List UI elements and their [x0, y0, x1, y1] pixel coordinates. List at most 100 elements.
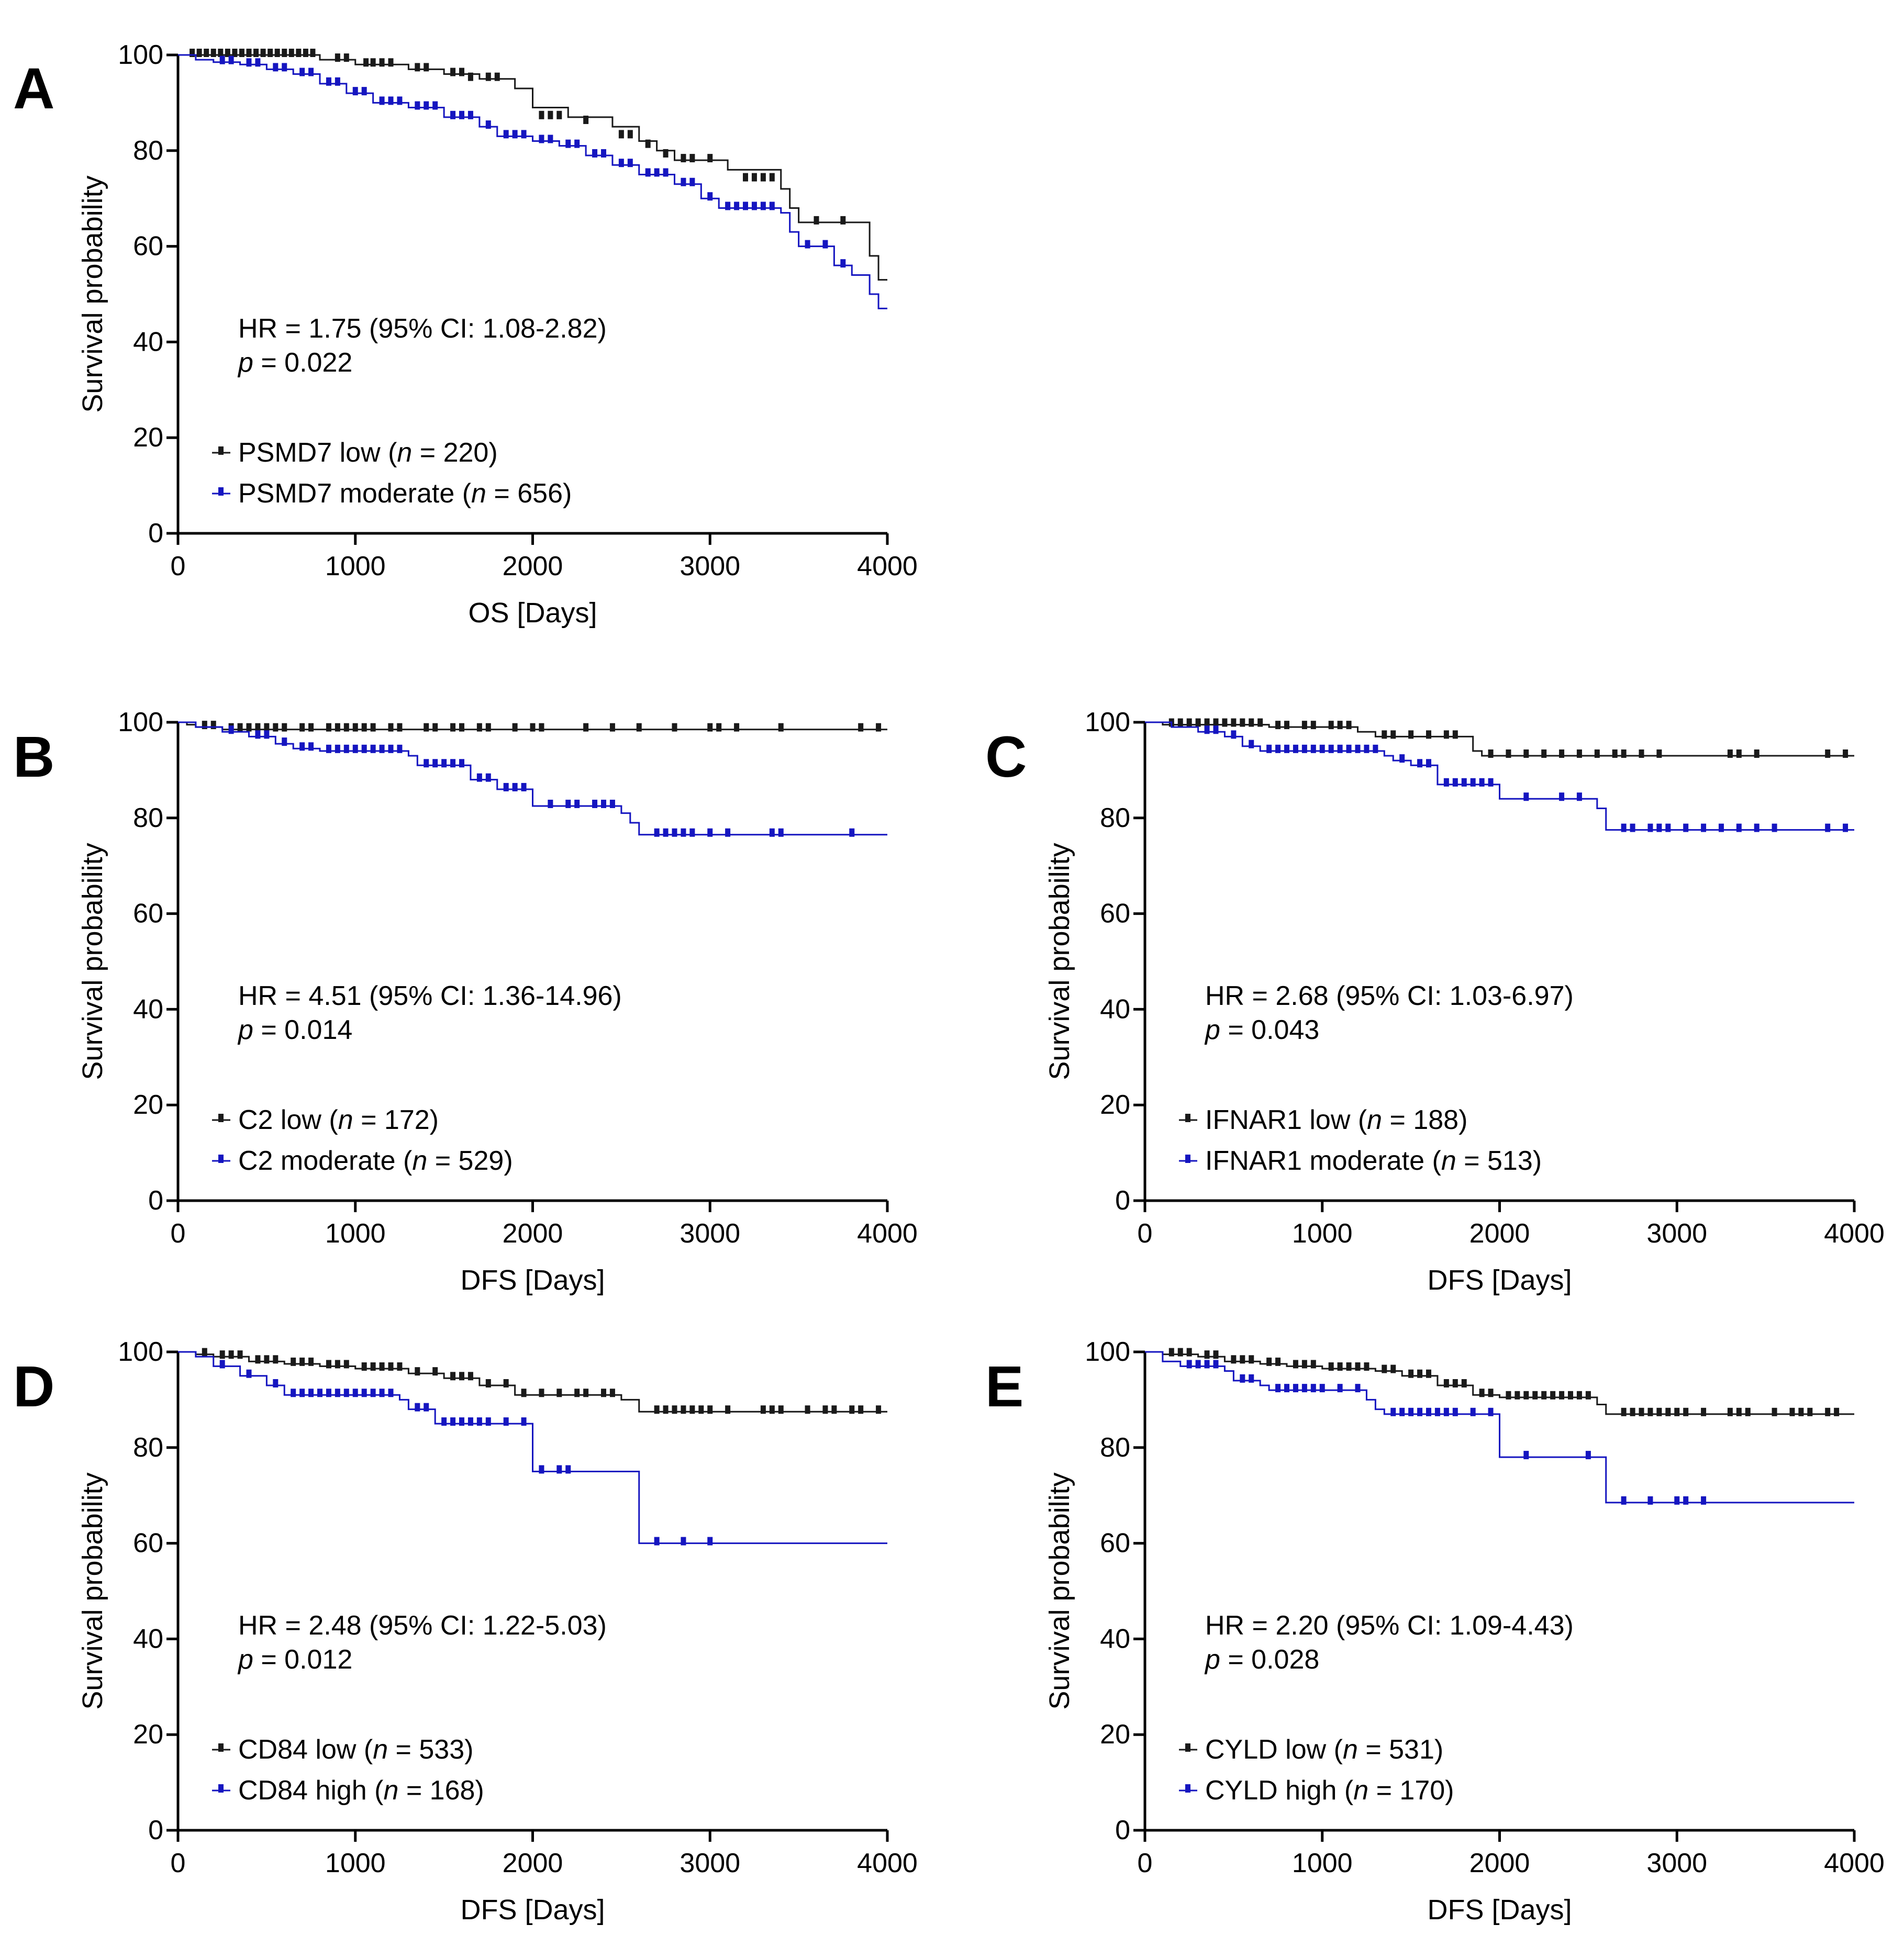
censor-mark: [1213, 1360, 1219, 1369]
y-tick-label: 20: [133, 422, 163, 453]
censor-mark: [415, 63, 420, 72]
censor-mark: [282, 63, 287, 72]
x-tick-label: 0: [1138, 1218, 1153, 1249]
censor-mark: [467, 110, 473, 119]
p-label: p: [1204, 1644, 1220, 1675]
censor-mark: [689, 154, 695, 163]
censor-mark: [246, 1369, 252, 1378]
censor-mark: [1168, 1348, 1174, 1357]
censor-mark: [1337, 1384, 1343, 1393]
legend-label: IFNAR1 moderate (n = 513): [1205, 1146, 1542, 1176]
censor-mark: [743, 202, 748, 210]
censor-mark: [291, 1357, 296, 1366]
censor-mark: [335, 77, 340, 86]
x-tick-label: 1000: [1292, 1848, 1353, 1878]
censor-mark: [1186, 1348, 1192, 1357]
x-tick-label: 4000: [1824, 1848, 1885, 1878]
censor-mark: [1328, 721, 1334, 730]
censor-mark: [751, 173, 757, 182]
censor-mark: [282, 737, 287, 746]
y-tick-label: 0: [148, 518, 163, 549]
legend-swatch-mark: [218, 446, 224, 455]
legend-swatch-mark: [218, 487, 224, 496]
censor-mark: [1195, 1360, 1201, 1369]
censor-mark: [716, 723, 722, 732]
censor-mark: [370, 1389, 376, 1397]
x-tick-label: 2000: [503, 551, 563, 581]
x-tick-label: 4000: [1824, 1218, 1885, 1249]
legend-label-n: n: [397, 438, 412, 468]
legend-item: CYLD low (n = 531): [1179, 1734, 1443, 1765]
censor-mark: [282, 49, 287, 57]
legend-label-n: n: [1353, 1775, 1368, 1806]
censor-mark: [1470, 1407, 1476, 1416]
censor-mark: [512, 723, 518, 732]
censor-mark: [1310, 1384, 1316, 1393]
censor-mark: [459, 1372, 464, 1381]
censor-mark: [1301, 721, 1307, 730]
censor-mark: [291, 1389, 296, 1397]
censor-mark: [219, 1350, 225, 1359]
censor-mark: [467, 1417, 473, 1426]
legend-label-n: n: [471, 478, 486, 509]
y-tick-label: 0: [1115, 1185, 1130, 1216]
x-tick-label: 1000: [325, 551, 386, 581]
legend-label: CD84 high (n = 168): [238, 1775, 484, 1806]
censor-mark: [1337, 1362, 1343, 1371]
censor-mark: [1186, 1360, 1192, 1369]
censor-mark: [1213, 1350, 1219, 1359]
legend-label-count: = 168): [398, 1775, 484, 1806]
censor-mark: [1488, 1407, 1494, 1416]
censor-mark: [663, 168, 669, 177]
censor-mark: [574, 799, 580, 808]
censor-mark: [388, 744, 394, 753]
censor-mark: [397, 1362, 403, 1371]
censor-mark: [654, 1537, 660, 1546]
x-tick-label: 0: [171, 1848, 186, 1878]
censor-mark: [681, 154, 686, 163]
y-tick-label: 100: [118, 1337, 163, 1367]
censor-mark: [681, 177, 686, 186]
censor-mark: [645, 168, 651, 177]
y-tick-label: 0: [148, 1815, 163, 1845]
censor-mark: [601, 799, 606, 808]
censor-mark: [352, 744, 358, 753]
p-value: = 0.012: [253, 1644, 352, 1675]
censor-mark: [1461, 778, 1467, 787]
censor-mark: [432, 1367, 438, 1376]
legend-label: PSMD7 moderate (n = 656): [238, 478, 572, 509]
censor-mark: [707, 723, 713, 732]
legend-swatch-mark: [1185, 1155, 1190, 1163]
censor-mark: [255, 723, 261, 732]
censor-mark: [1656, 749, 1662, 758]
legend-label-count: = 220): [412, 438, 497, 468]
censor-mark: [805, 1405, 810, 1414]
censor-mark: [476, 723, 482, 732]
censor-mark: [1373, 744, 1378, 753]
y-axis-title: Survival probability: [77, 1472, 108, 1709]
censor-mark: [743, 173, 748, 182]
censor-mark: [539, 110, 544, 119]
censor-mark: [308, 68, 314, 76]
censor-mark: [1177, 718, 1183, 727]
censor-mark: [849, 828, 855, 837]
censor-mark: [1346, 1362, 1352, 1371]
censor-mark: [609, 1389, 615, 1397]
censor-mark: [335, 723, 340, 732]
censor-mark: [370, 58, 376, 67]
censor-mark: [210, 49, 216, 57]
censor-mark: [1293, 1384, 1298, 1393]
censor-mark: [1576, 749, 1582, 758]
censor-mark: [521, 1417, 527, 1426]
censor-mark: [1301, 1384, 1307, 1393]
censor-mark: [228, 1350, 234, 1359]
censor-mark: [583, 723, 589, 732]
y-tick-label: 80: [1100, 1433, 1130, 1463]
y-tick-label: 60: [1100, 899, 1130, 929]
censor-mark: [627, 130, 633, 139]
censor-mark: [273, 723, 279, 732]
censor-mark: [388, 96, 394, 105]
censor-mark: [1443, 778, 1449, 787]
